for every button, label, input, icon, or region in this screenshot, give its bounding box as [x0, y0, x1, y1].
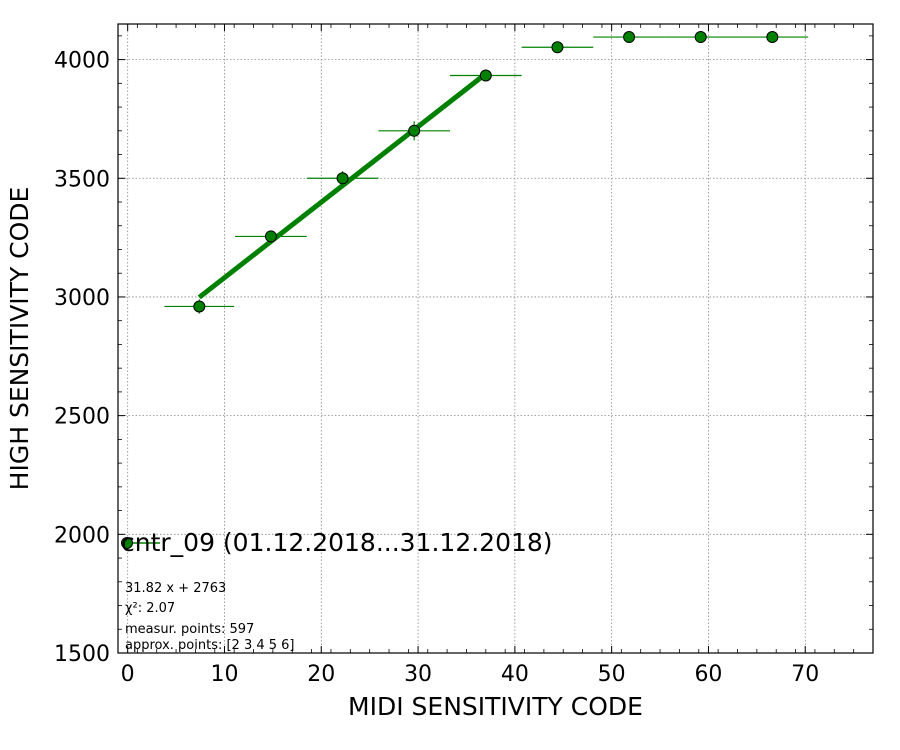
fit-line — [197, 71, 488, 300]
grid — [118, 24, 873, 654]
data-point — [306, 171, 379, 186]
x-axis-title: MIDI SENSITIVITY CODE — [348, 692, 643, 721]
y-tick-label: 3000 — [54, 286, 110, 311]
data-point — [593, 31, 665, 44]
y-tick-label: 1500 — [54, 642, 110, 667]
y-tick-label: 2000 — [54, 523, 110, 548]
x-tick-label: 50 — [598, 662, 626, 687]
legend-label: cntr_09 (01.12.2018...31.12.2018) — [121, 528, 553, 557]
data-point — [164, 299, 235, 314]
point-marker — [694, 31, 707, 44]
x-tick-label: 40 — [501, 662, 529, 687]
x-tick-label: 0 — [121, 662, 135, 687]
point-marker — [623, 31, 636, 44]
point-marker — [193, 300, 206, 313]
y-tick-label: 3500 — [54, 167, 110, 192]
legend-marker — [121, 537, 133, 549]
legend: cntr_09 (01.12.2018...31.12.2018) — [121, 528, 553, 557]
ticks — [117, 24, 874, 654]
plot-frame — [117, 23, 874, 654]
data-point — [521, 41, 594, 54]
x-tick-label: 70 — [791, 662, 819, 687]
point-marker — [479, 69, 492, 82]
measured-points: measur. points: 597 — [125, 622, 254, 637]
data-point — [664, 31, 737, 44]
point-marker — [408, 124, 421, 137]
y-axis-title: HIGH SENSITIVITY CODE — [5, 187, 34, 491]
fit-layer — [197, 71, 488, 300]
x-tick-label: 10 — [210, 662, 238, 687]
data-point — [450, 69, 522, 82]
tick-labels: 0 10 20 30 40 50 60 70 1500 2000 2500 3000 3500 4000 — [54, 49, 819, 687]
point-marker — [264, 230, 277, 243]
points-layer — [164, 31, 809, 314]
annotations: 31.82 x + 2763 χ²: 2.07 measur. points: … — [125, 581, 295, 653]
data-point — [235, 230, 307, 243]
point-marker — [551, 41, 564, 54]
data-point — [378, 121, 451, 141]
chi-squared: χ²: 2.07 — [125, 601, 175, 616]
data-point — [736, 31, 809, 44]
x-tick-label: 30 — [404, 662, 432, 687]
approx-points: approx. points: [2 3 4 5 6] — [125, 638, 295, 653]
point-marker — [766, 31, 779, 44]
point-marker — [336, 172, 349, 185]
x-tick-label: 60 — [694, 662, 722, 687]
y-tick-label: 4000 — [54, 49, 110, 74]
x-tick-label: 20 — [307, 662, 335, 687]
fit-equation: 31.82 x + 2763 — [125, 581, 226, 596]
y-tick-label: 2500 — [54, 405, 110, 430]
